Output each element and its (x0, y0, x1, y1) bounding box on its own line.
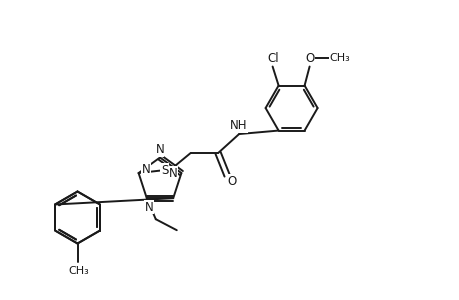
Text: CH₃: CH₃ (329, 53, 349, 63)
Text: S: S (161, 164, 168, 177)
Text: N: N (145, 201, 153, 214)
Text: N: N (154, 143, 163, 157)
Text: CH₃: CH₃ (68, 266, 89, 276)
Text: O: O (304, 52, 313, 64)
Text: N: N (168, 167, 177, 179)
Text: O: O (227, 175, 236, 188)
Text: N: N (141, 163, 150, 176)
Text: Cl: Cl (267, 52, 279, 64)
Text: N: N (155, 142, 164, 155)
Text: NH: NH (230, 119, 247, 132)
